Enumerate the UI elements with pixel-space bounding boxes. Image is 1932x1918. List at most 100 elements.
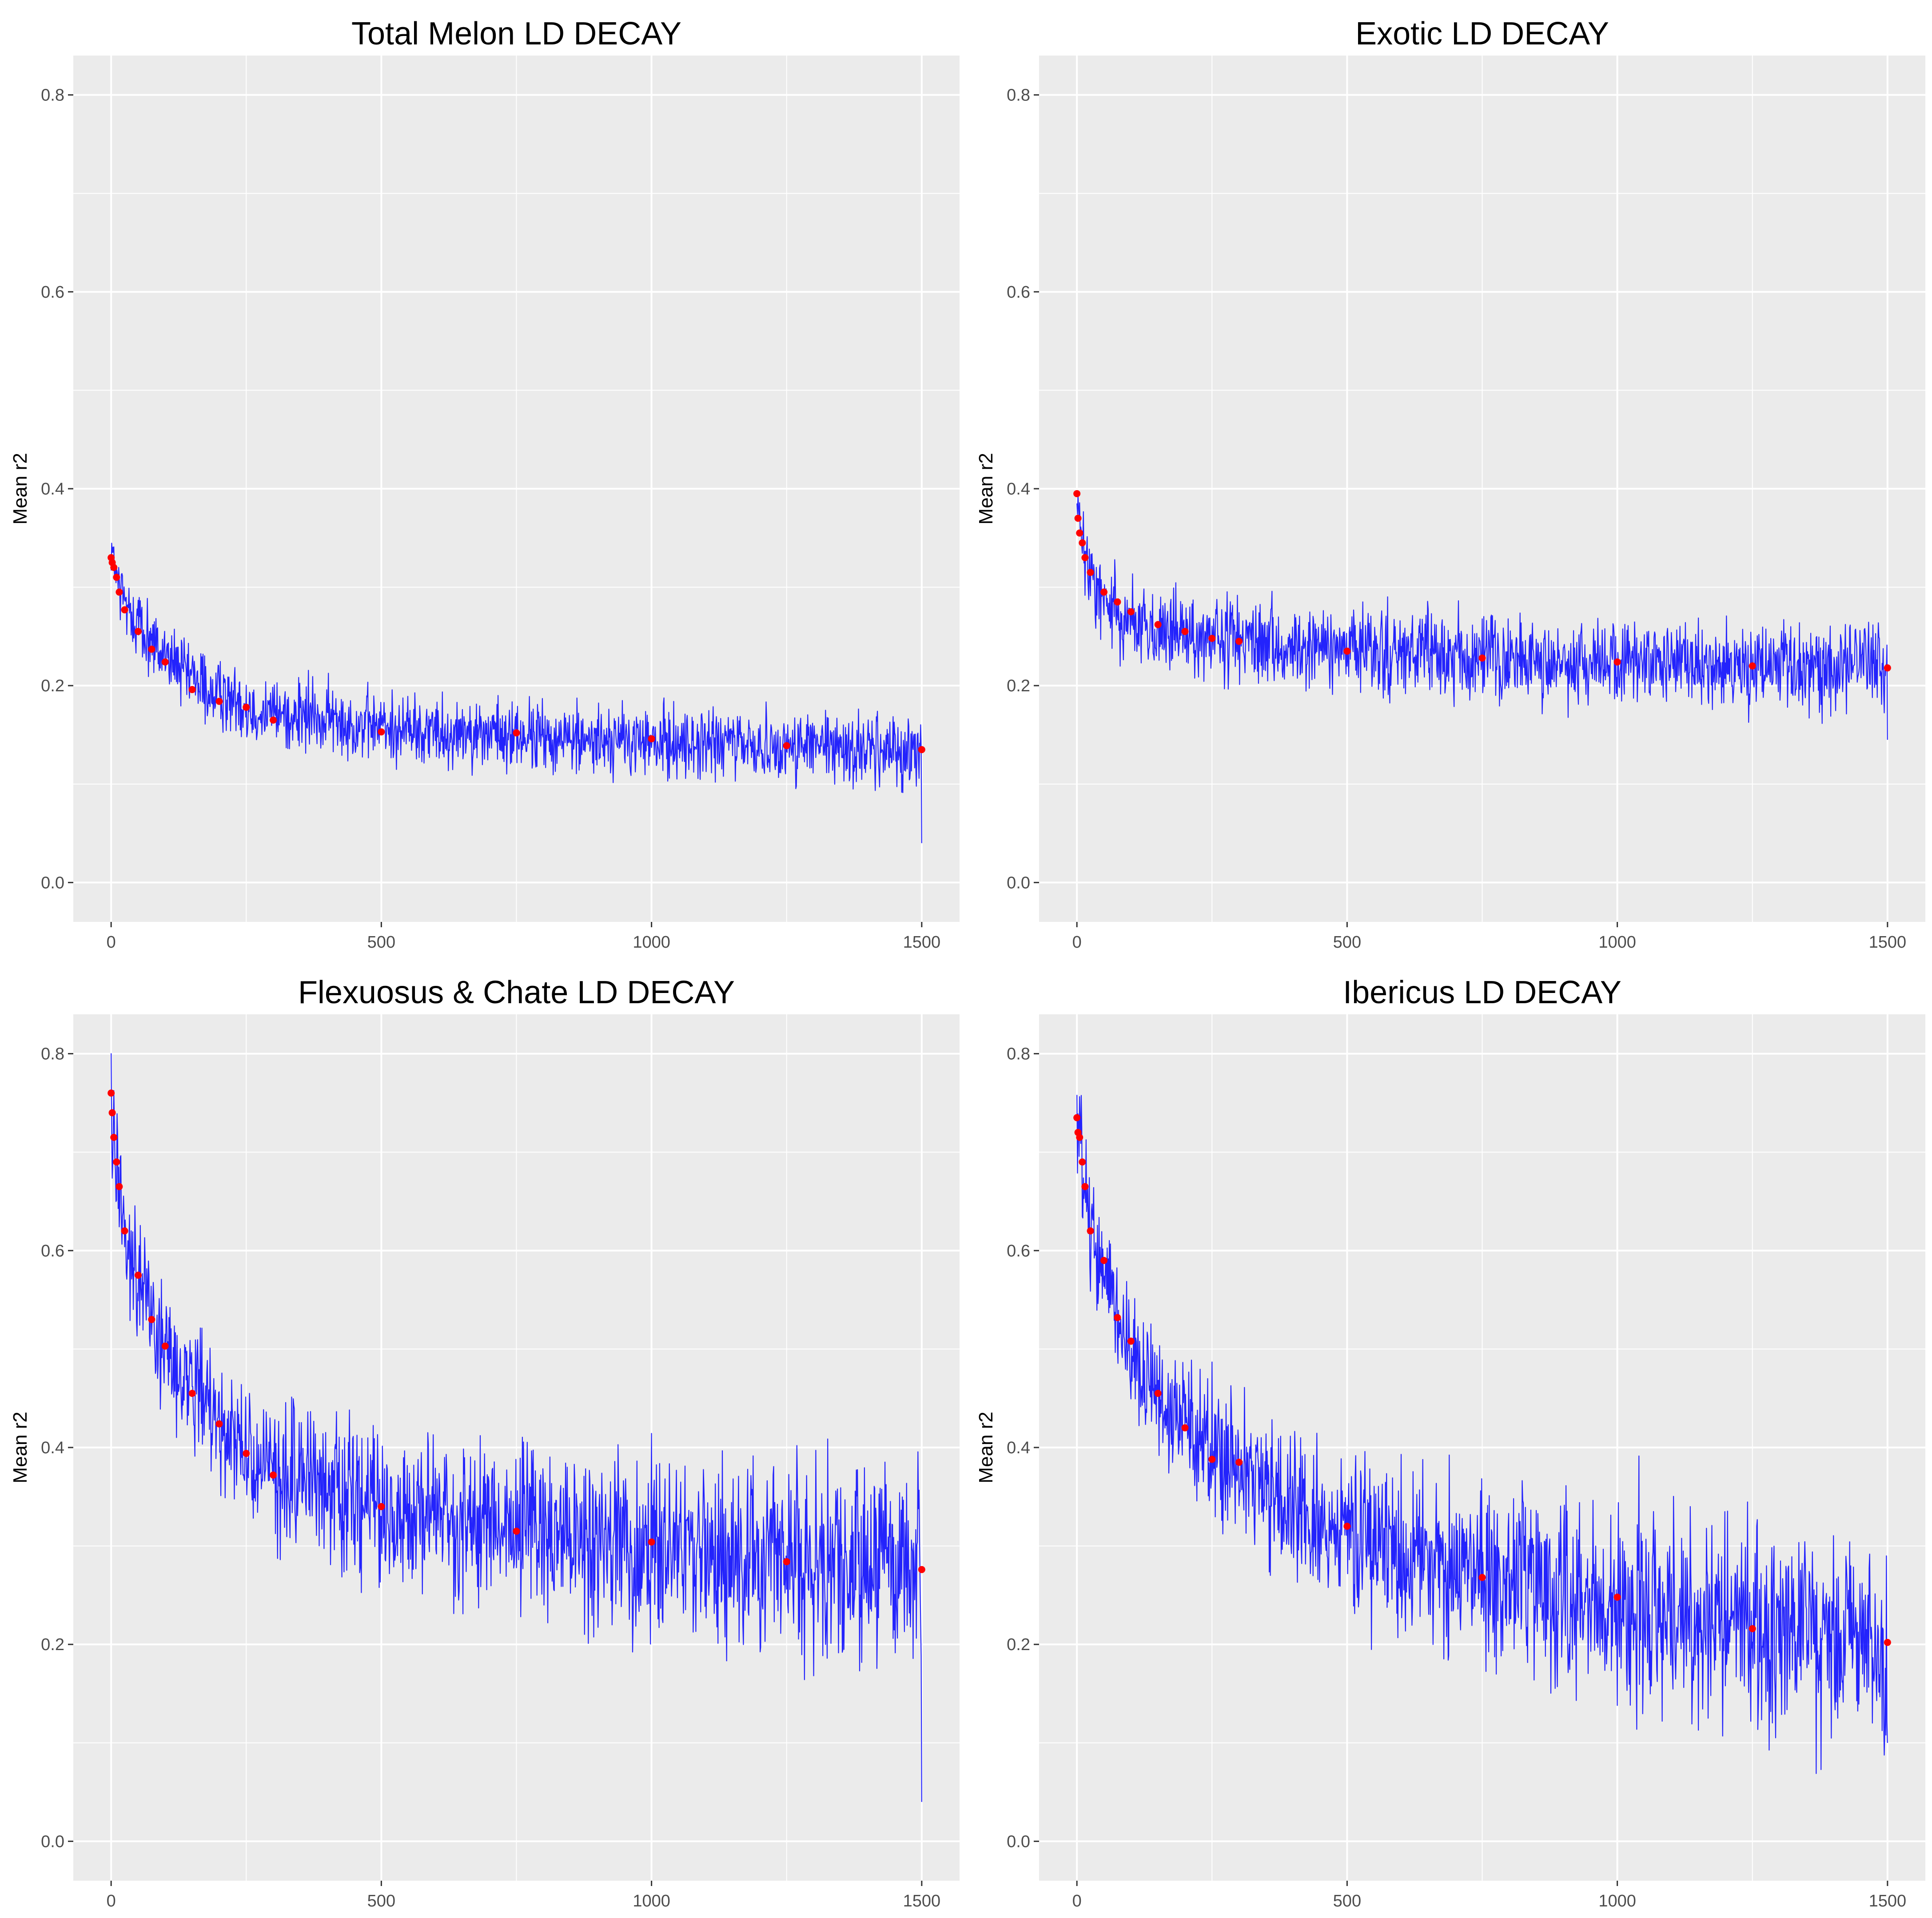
y-tick-label: 0.4	[1007, 1439, 1030, 1457]
chart-svg: 0.0 0.2 0.4 0.6 0.8 0 500 1000 1500 Mean r2 Iberic…	[975, 975, 1925, 1910]
x-tick-label: 1000	[633, 1892, 670, 1910]
mean-point	[1074, 514, 1082, 522]
mean-point	[113, 1158, 120, 1166]
mean-point	[918, 1566, 925, 1573]
y-tick-label: 0.4	[1007, 480, 1030, 498]
mean-point	[1076, 529, 1084, 537]
mean-point	[161, 658, 169, 666]
mean-point	[188, 1390, 196, 1397]
chart-panel-flexuosus-chate: 0.0 0.2 0.4 0.6 0.8 0 500 1000 1500 Mean r2 Flexuo…	[0, 959, 966, 1918]
y-axis-label: Mean r2	[9, 453, 31, 524]
mean-point	[110, 1133, 118, 1141]
mean-point	[1073, 1114, 1081, 1121]
chart-title: Flexuosus & Chate LD DECAY	[298, 975, 735, 1010]
x-tick-label: 1500	[903, 933, 941, 952]
x-tick-label: 500	[367, 933, 395, 952]
mean-point	[783, 1558, 790, 1566]
mean-point	[1079, 539, 1086, 546]
x-tick-label: 1500	[903, 1892, 941, 1910]
mean-point	[1208, 1455, 1216, 1463]
mean-point	[215, 698, 223, 705]
mean-point	[121, 1227, 128, 1235]
mean-point	[1749, 1625, 1756, 1632]
mean-point	[1235, 638, 1243, 645]
mean-point	[116, 588, 123, 596]
chart-svg: 0.0 0.2 0.4 0.6 0.8 0 500 1000 1500 Mean r2 Total …	[9, 16, 960, 952]
y-tick-label: 0.0	[41, 1832, 64, 1851]
mean-point	[1100, 588, 1107, 596]
mean-point	[1749, 662, 1756, 670]
mean-point	[1154, 1390, 1162, 1397]
ld-decay-line	[111, 542, 922, 843]
y-tick-label: 0.0	[1007, 1832, 1030, 1851]
y-tick-label: 0.8	[41, 1045, 64, 1064]
y-tick-label: 0.8	[1007, 1045, 1030, 1064]
mean-point	[270, 1471, 277, 1479]
mean-point	[513, 1527, 520, 1535]
mean-point	[378, 728, 385, 736]
mean-point	[243, 703, 250, 711]
y-tick-label: 0.2	[1007, 677, 1030, 695]
x-tick-label: 1000	[1598, 1892, 1636, 1910]
chart-title: Exotic LD DECAY	[1355, 16, 1609, 52]
x-tick-label: 0	[107, 933, 116, 952]
mean-point	[108, 1109, 116, 1117]
x-tick-label: 0	[107, 1892, 116, 1910]
chart-title: Ibericus LD DECAY	[1343, 975, 1621, 1010]
mean-point	[116, 1183, 123, 1190]
ld-decay-line	[1076, 495, 1888, 740]
mean-point	[1100, 1256, 1107, 1264]
mean-point	[108, 1089, 115, 1097]
mean-point	[1208, 634, 1216, 642]
mean-point	[113, 574, 120, 581]
y-tick-label: 0.4	[41, 480, 64, 498]
mean-point	[161, 1342, 169, 1350]
mean-point	[243, 1450, 250, 1457]
mean-point	[1478, 654, 1486, 662]
mean-point	[1127, 1337, 1135, 1345]
mean-point	[1076, 1133, 1084, 1141]
mean-point	[148, 646, 155, 653]
y-tick-label: 0.6	[41, 1242, 64, 1260]
y-tick-label: 0.8	[1007, 86, 1030, 105]
mean-point	[1154, 621, 1162, 628]
mean-point	[121, 606, 128, 614]
y-tick-label: 0.0	[41, 873, 64, 892]
mean-point	[110, 564, 118, 571]
mean-point	[1073, 490, 1081, 498]
y-tick-label: 0.6	[41, 283, 64, 302]
chart-title: Total Melon LD DECAY	[351, 16, 681, 52]
y-axis-label: Mean r2	[9, 1412, 31, 1483]
y-tick-label: 0.6	[1007, 283, 1030, 302]
mean-point	[648, 1538, 655, 1546]
mean-point	[783, 742, 790, 750]
mean-point	[378, 1503, 385, 1510]
y-tick-label: 0.6	[1007, 1242, 1030, 1260]
chart-svg: 0.0 0.2 0.4 0.6 0.8 0 500 1000 1500 Mean r2 Exotic…	[975, 16, 1925, 952]
x-tick-label: 1500	[1869, 1892, 1907, 1910]
chart-panel-total-melon: 0.0 0.2 0.4 0.6 0.8 0 500 1000 1500 Mean r2 Total …	[0, 0, 966, 959]
y-tick-label: 0.2	[1007, 1635, 1030, 1654]
mean-point	[648, 735, 655, 742]
chart-panel-exotic: 0.0 0.2 0.4 0.6 0.8 0 500 1000 1500 Mean r2 Exotic…	[966, 0, 1932, 959]
mean-point	[1478, 1574, 1486, 1581]
x-tick-label: 0	[1072, 933, 1082, 952]
mean-point	[1343, 1523, 1351, 1530]
y-axis-label: Mean r2	[975, 1412, 997, 1483]
mean-point	[270, 716, 277, 724]
mean-point	[1114, 1314, 1121, 1321]
ld-decay-line	[1076, 1095, 1888, 1774]
mean-point	[1087, 569, 1094, 576]
chart-panel-ibericus: 0.0 0.2 0.4 0.6 0.8 0 500 1000 1500 Mean r2 Iberic…	[966, 959, 1932, 1918]
x-tick-label: 1000	[633, 933, 670, 952]
mean-point	[134, 1272, 142, 1279]
mean-point	[918, 746, 925, 754]
x-tick-label: 1500	[1869, 933, 1907, 952]
x-tick-label: 0	[1072, 1892, 1082, 1910]
y-tick-label: 0.2	[41, 1635, 64, 1654]
mean-point	[1081, 554, 1089, 562]
mean-point	[1181, 628, 1189, 635]
mean-point	[1235, 1459, 1243, 1466]
mean-point	[1127, 608, 1135, 615]
